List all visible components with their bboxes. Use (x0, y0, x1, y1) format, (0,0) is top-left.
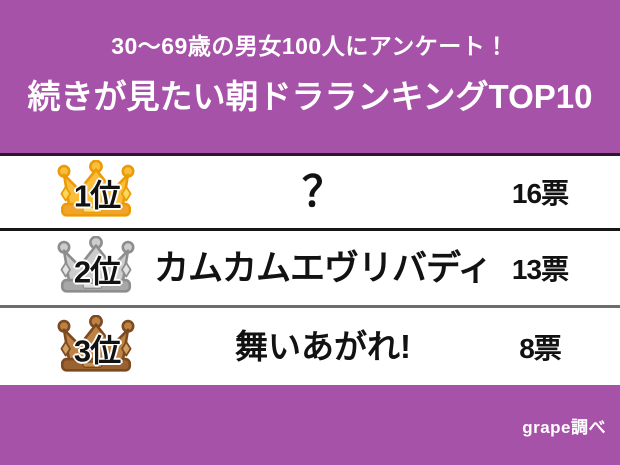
drama-title-text: カムカムエヴリバディ (154, 248, 493, 288)
ranking-row-1: 1位 ？ 16票 (0, 156, 620, 231)
drama-title: ？ (146, 171, 460, 213)
ranking-list: 1位 ？ 16票 (0, 156, 620, 385)
drama-title: カムカムエヴリバディ (146, 251, 493, 286)
rank-badge-2: 2位 (46, 236, 146, 300)
rank-label: 2位 (73, 254, 121, 290)
bronze-crown-icon (57, 314, 135, 372)
ranking-row-2: 2位 カムカムエヴリバディ 13票 (0, 231, 620, 308)
vote-count: 16票 (511, 178, 569, 209)
ranking-row-3: 3位 舞いあがれ! 8票 (0, 308, 620, 385)
vote-count: 13票 (511, 254, 569, 285)
rank-label: 3位 (73, 333, 121, 369)
drama-title-text: ？ (301, 168, 344, 215)
drama-title: 舞いあがれ! (146, 330, 460, 363)
drama-title-text: 舞いあがれ! (235, 328, 411, 365)
silver-crown-icon (57, 236, 135, 293)
credit-label: grape調べ (522, 417, 606, 437)
rank-badge-1: 1位 (46, 160, 146, 224)
gold-crown-icon (57, 160, 135, 217)
vote-count: 8票 (519, 332, 562, 364)
survey-subtitle: 30〜69歳の男女100人にアンケート！ (111, 33, 509, 59)
rank-badge-3: 3位 (46, 314, 146, 379)
footer: grape調べ (0, 385, 620, 465)
page-title: 続きが見たい朝ドラランキングTOP10 (27, 77, 593, 115)
rank-label: 1位 (73, 178, 121, 214)
header: 30〜69歳の男女100人にアンケート！ 続きが見たい朝ドラランキングTOP10 (0, 0, 620, 156)
